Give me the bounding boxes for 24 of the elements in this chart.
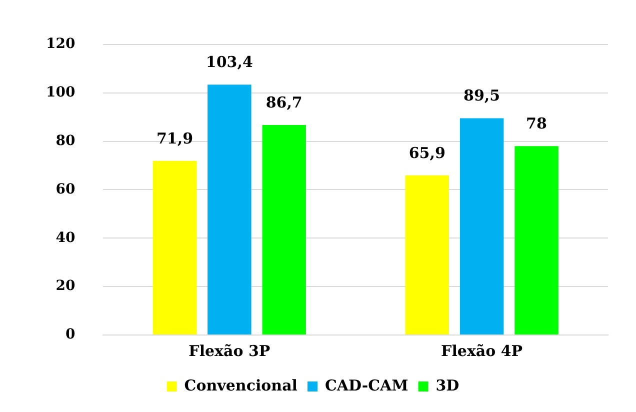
y-tick-label: 40	[56, 230, 76, 246]
y-tick-label: 100	[46, 84, 76, 100]
bar	[405, 175, 449, 334]
data-label: 89,5	[464, 86, 500, 105]
x-tick-label: Flexão 3P	[188, 342, 270, 360]
y-tick-label: 0	[65, 326, 76, 343]
legend-label: Convencional	[184, 376, 298, 394]
data-label: 78	[526, 114, 547, 132]
y-tick-label: 20	[56, 278, 76, 294]
y-tick-label: 120	[46, 36, 76, 52]
data-label: 103,4	[206, 52, 253, 71]
data-label: 65,9	[408, 144, 446, 162]
legend-label: 3D	[436, 376, 460, 394]
x-tick-label: Flexão 4P	[441, 342, 523, 360]
bar	[460, 118, 504, 334]
bar	[152, 160, 197, 334]
bar	[514, 146, 558, 334]
bar	[262, 125, 306, 334]
y-tick-label: 60	[56, 181, 76, 198]
y-tick-label: 80	[56, 132, 76, 149]
bar	[208, 84, 252, 334]
data-label: 71,9	[156, 129, 194, 148]
legend-label: CAD-CAM	[324, 376, 408, 394]
data-label: 86,7	[266, 93, 302, 112]
